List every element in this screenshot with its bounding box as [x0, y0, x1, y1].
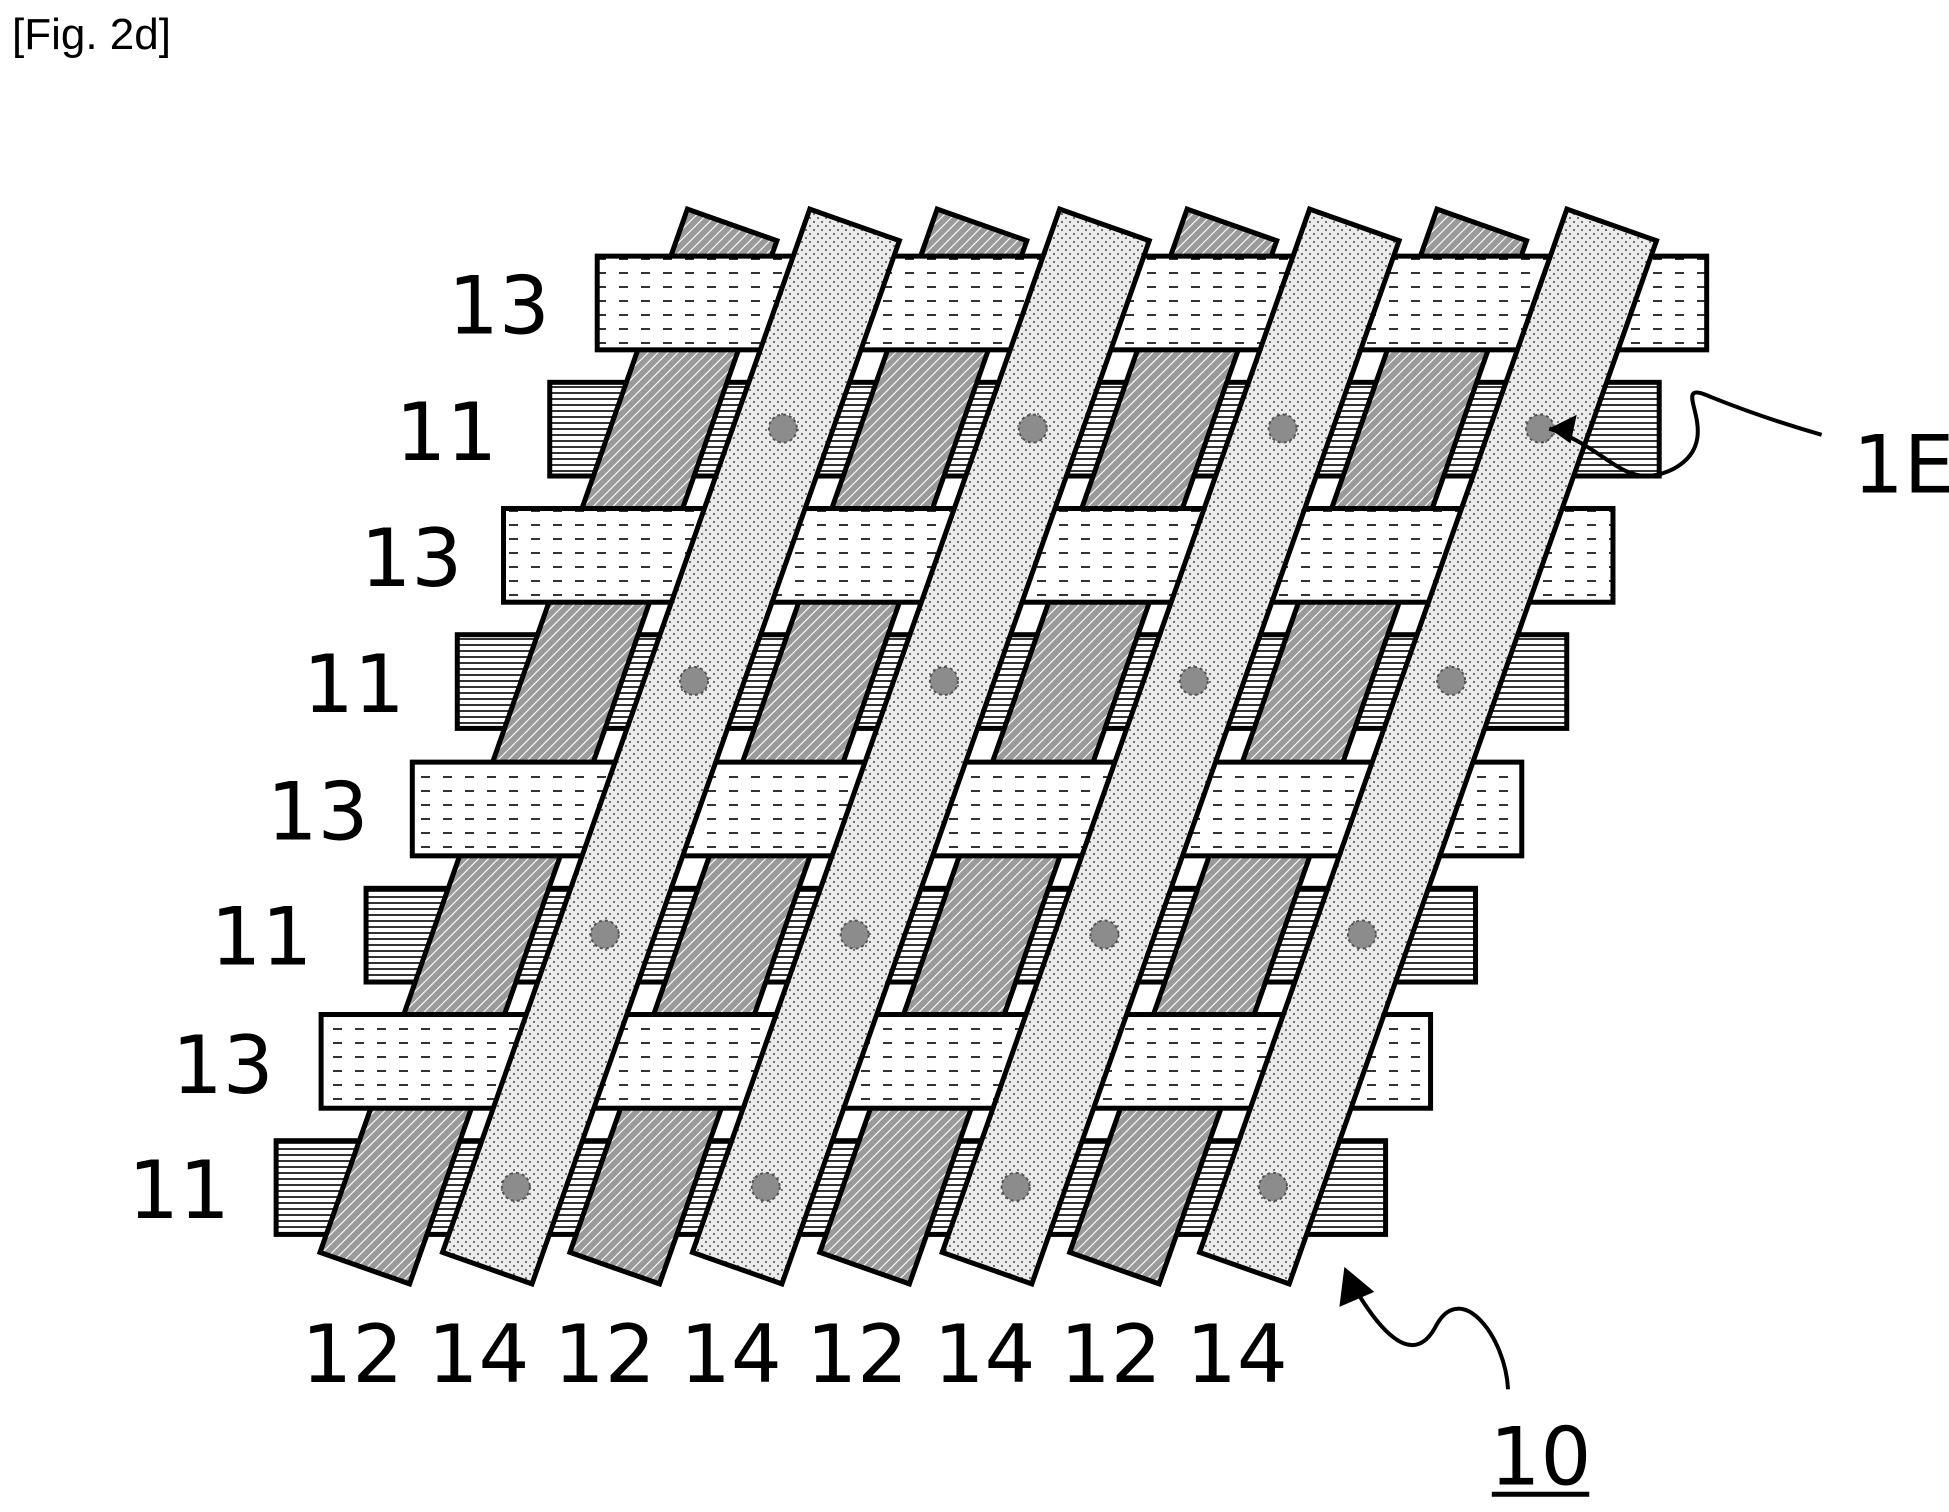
arrowhead-10 — [1339, 1267, 1374, 1307]
bonding-point — [752, 1173, 780, 1201]
bonding-point — [680, 667, 708, 695]
bonding-point — [1437, 667, 1465, 695]
column-label: 14 — [934, 1308, 1036, 1401]
bonding-point — [769, 415, 797, 443]
bonding-point — [1002, 1173, 1030, 1201]
bonding-point — [841, 921, 869, 949]
row-label: 11 — [211, 891, 313, 984]
bonding-point — [1180, 667, 1208, 695]
row-label: 11 — [128, 1144, 230, 1237]
column-label: 14 — [428, 1308, 530, 1401]
row-label: 11 — [395, 386, 497, 479]
bonding-point — [1269, 415, 1297, 443]
bonding-point — [1348, 921, 1376, 949]
bonding-point — [502, 1173, 530, 1201]
column-label: 14 — [1186, 1308, 1288, 1401]
column-label: 12 — [806, 1308, 908, 1401]
bonding-point — [1090, 921, 1118, 949]
column-label: 14 — [680, 1308, 782, 1401]
bonding-point — [930, 667, 958, 695]
column-label: 12 — [554, 1308, 656, 1401]
row-label: 13 — [360, 512, 462, 605]
row-label: 13 — [267, 766, 369, 859]
bonding-point — [591, 921, 619, 949]
callout-10-label: 10 — [1490, 1410, 1592, 1503]
column-label: 12 — [1060, 1308, 1162, 1401]
bonding-point — [1019, 415, 1047, 443]
column-label: 12 — [301, 1308, 403, 1401]
row-label: 13 — [172, 1019, 274, 1112]
bonding-point — [1259, 1173, 1287, 1201]
row-label: 11 — [303, 638, 405, 731]
row-label: 13 — [448, 260, 550, 353]
callout-1e-label: 1E — [1853, 418, 1949, 511]
